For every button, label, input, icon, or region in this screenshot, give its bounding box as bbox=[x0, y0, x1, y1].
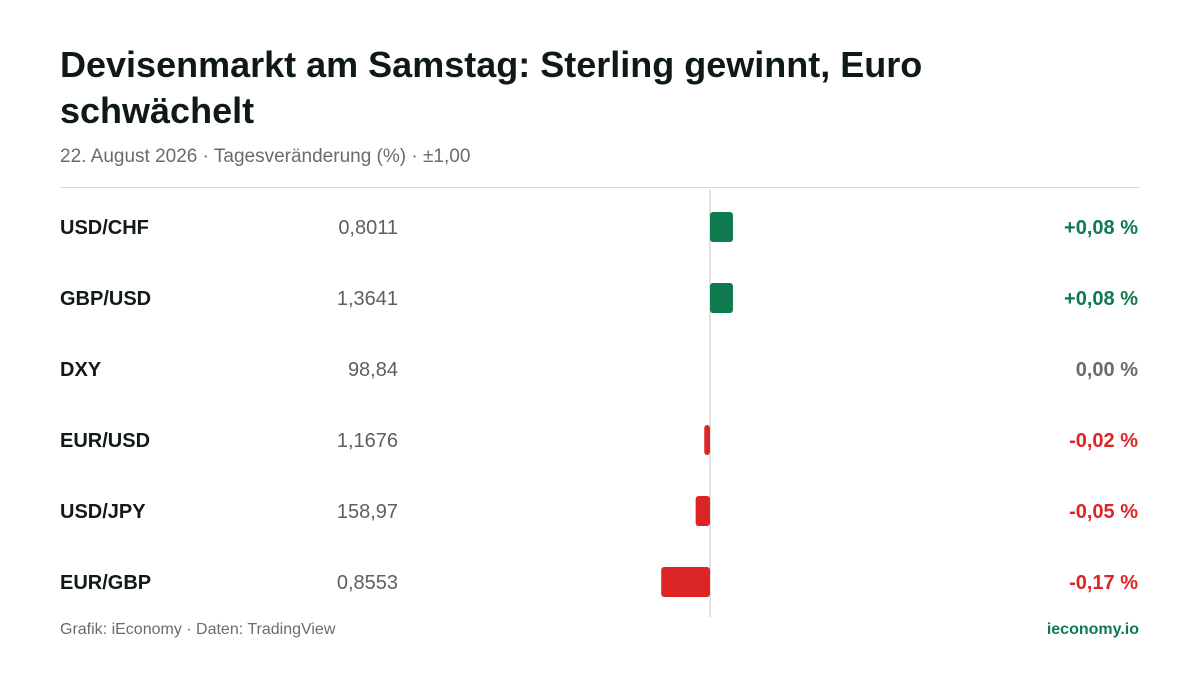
price-value: 0,8011 bbox=[338, 217, 398, 239]
change-bar bbox=[710, 283, 733, 313]
change-bar bbox=[710, 212, 733, 242]
source-note: Grafik: iEconomy · Daten: TradingView bbox=[60, 621, 336, 638]
change-label: -0,17 % bbox=[1069, 572, 1138, 594]
chart-title: Devisenmarkt am Samstag: Sterling gewinn… bbox=[60, 44, 923, 131]
change-label: +0,08 % bbox=[1064, 288, 1138, 310]
pair-label: EUR/USD bbox=[60, 430, 150, 452]
pair-label: EUR/GBP bbox=[60, 572, 151, 594]
chart-subtitle: 22. August 2026 · Tagesveränderung (%) ·… bbox=[60, 146, 471, 167]
change-bar bbox=[661, 567, 710, 597]
change-label: 0,00 % bbox=[1076, 359, 1138, 381]
brand-link[interactable]: ieconomy.io bbox=[1046, 621, 1139, 638]
price-value: 158,97 bbox=[337, 501, 398, 523]
pair-label: USD/CHF bbox=[60, 217, 149, 239]
pair-label: GBP/USD bbox=[60, 288, 151, 310]
change-bar bbox=[704, 425, 710, 455]
price-value: 98,84 bbox=[348, 359, 398, 381]
pair-label: USD/JPY bbox=[60, 501, 146, 523]
pair-label: DXY bbox=[60, 359, 102, 381]
change-bar bbox=[695, 496, 710, 526]
price-value: 1,3641 bbox=[337, 288, 398, 310]
price-value: 1,1676 bbox=[337, 430, 398, 452]
change-label: -0,05 % bbox=[1069, 501, 1138, 523]
change-label: +0,08 % bbox=[1064, 217, 1138, 239]
header-divider bbox=[60, 187, 1140, 188]
change-label: -0,02 % bbox=[1069, 430, 1138, 452]
price-value: 0,8553 bbox=[337, 572, 398, 594]
